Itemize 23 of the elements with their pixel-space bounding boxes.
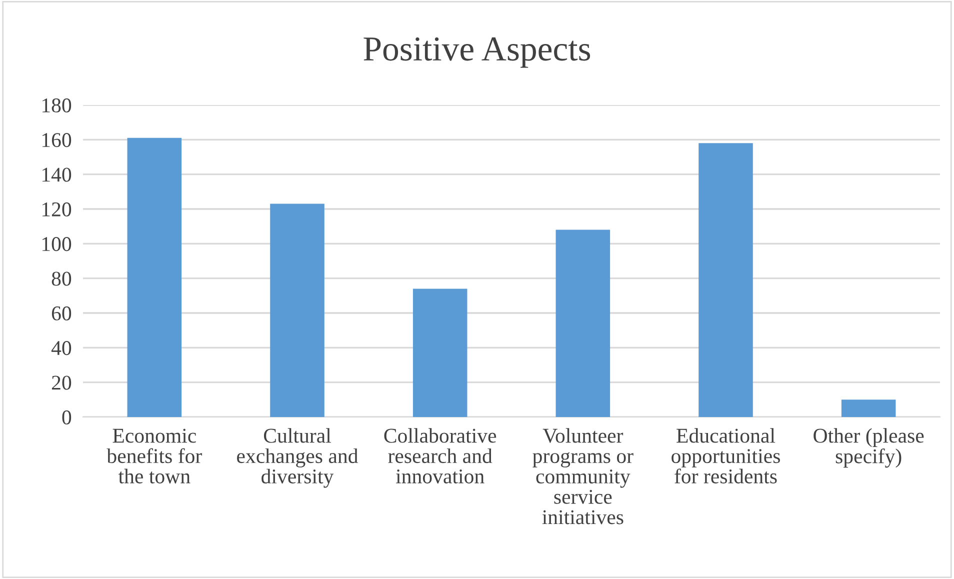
- y-tick-label: 140: [42, 168, 72, 182]
- x-tick-label: Economic benefits for the town: [106, 428, 202, 484]
- y-tick-label: 20: [52, 376, 72, 390]
- y-tick-label: 120: [42, 202, 72, 216]
- x-tick-label: Educational opportunities for residents: [672, 428, 780, 484]
- bar: [270, 204, 324, 417]
- x-tick-label: Other (please specify): [814, 428, 924, 468]
- bar: [127, 138, 182, 417]
- y-tick-label: 40: [51, 341, 72, 356]
- y-tick-label: 100: [42, 237, 72, 252]
- bar: [556, 230, 610, 417]
- y-tick-label: 180: [42, 98, 72, 112]
- y-tick-label: 80: [52, 272, 72, 286]
- y-tick-label: 60: [52, 306, 72, 320]
- x-tick-label: Collaborative research and innovation: [384, 428, 496, 484]
- y-tick-label: 160: [42, 133, 72, 148]
- chart-title: Positive Aspects: [364, 37, 590, 68]
- bar: [698, 143, 753, 417]
- bar: [412, 288, 468, 417]
- x-tick-label: Volunteer programs or community service initiatives: [532, 428, 634, 524]
- y-tick-label: 0: [62, 410, 72, 424]
- x-tick-label: Cultural exchanges and diversity: [237, 428, 358, 488]
- bar: [841, 400, 896, 417]
